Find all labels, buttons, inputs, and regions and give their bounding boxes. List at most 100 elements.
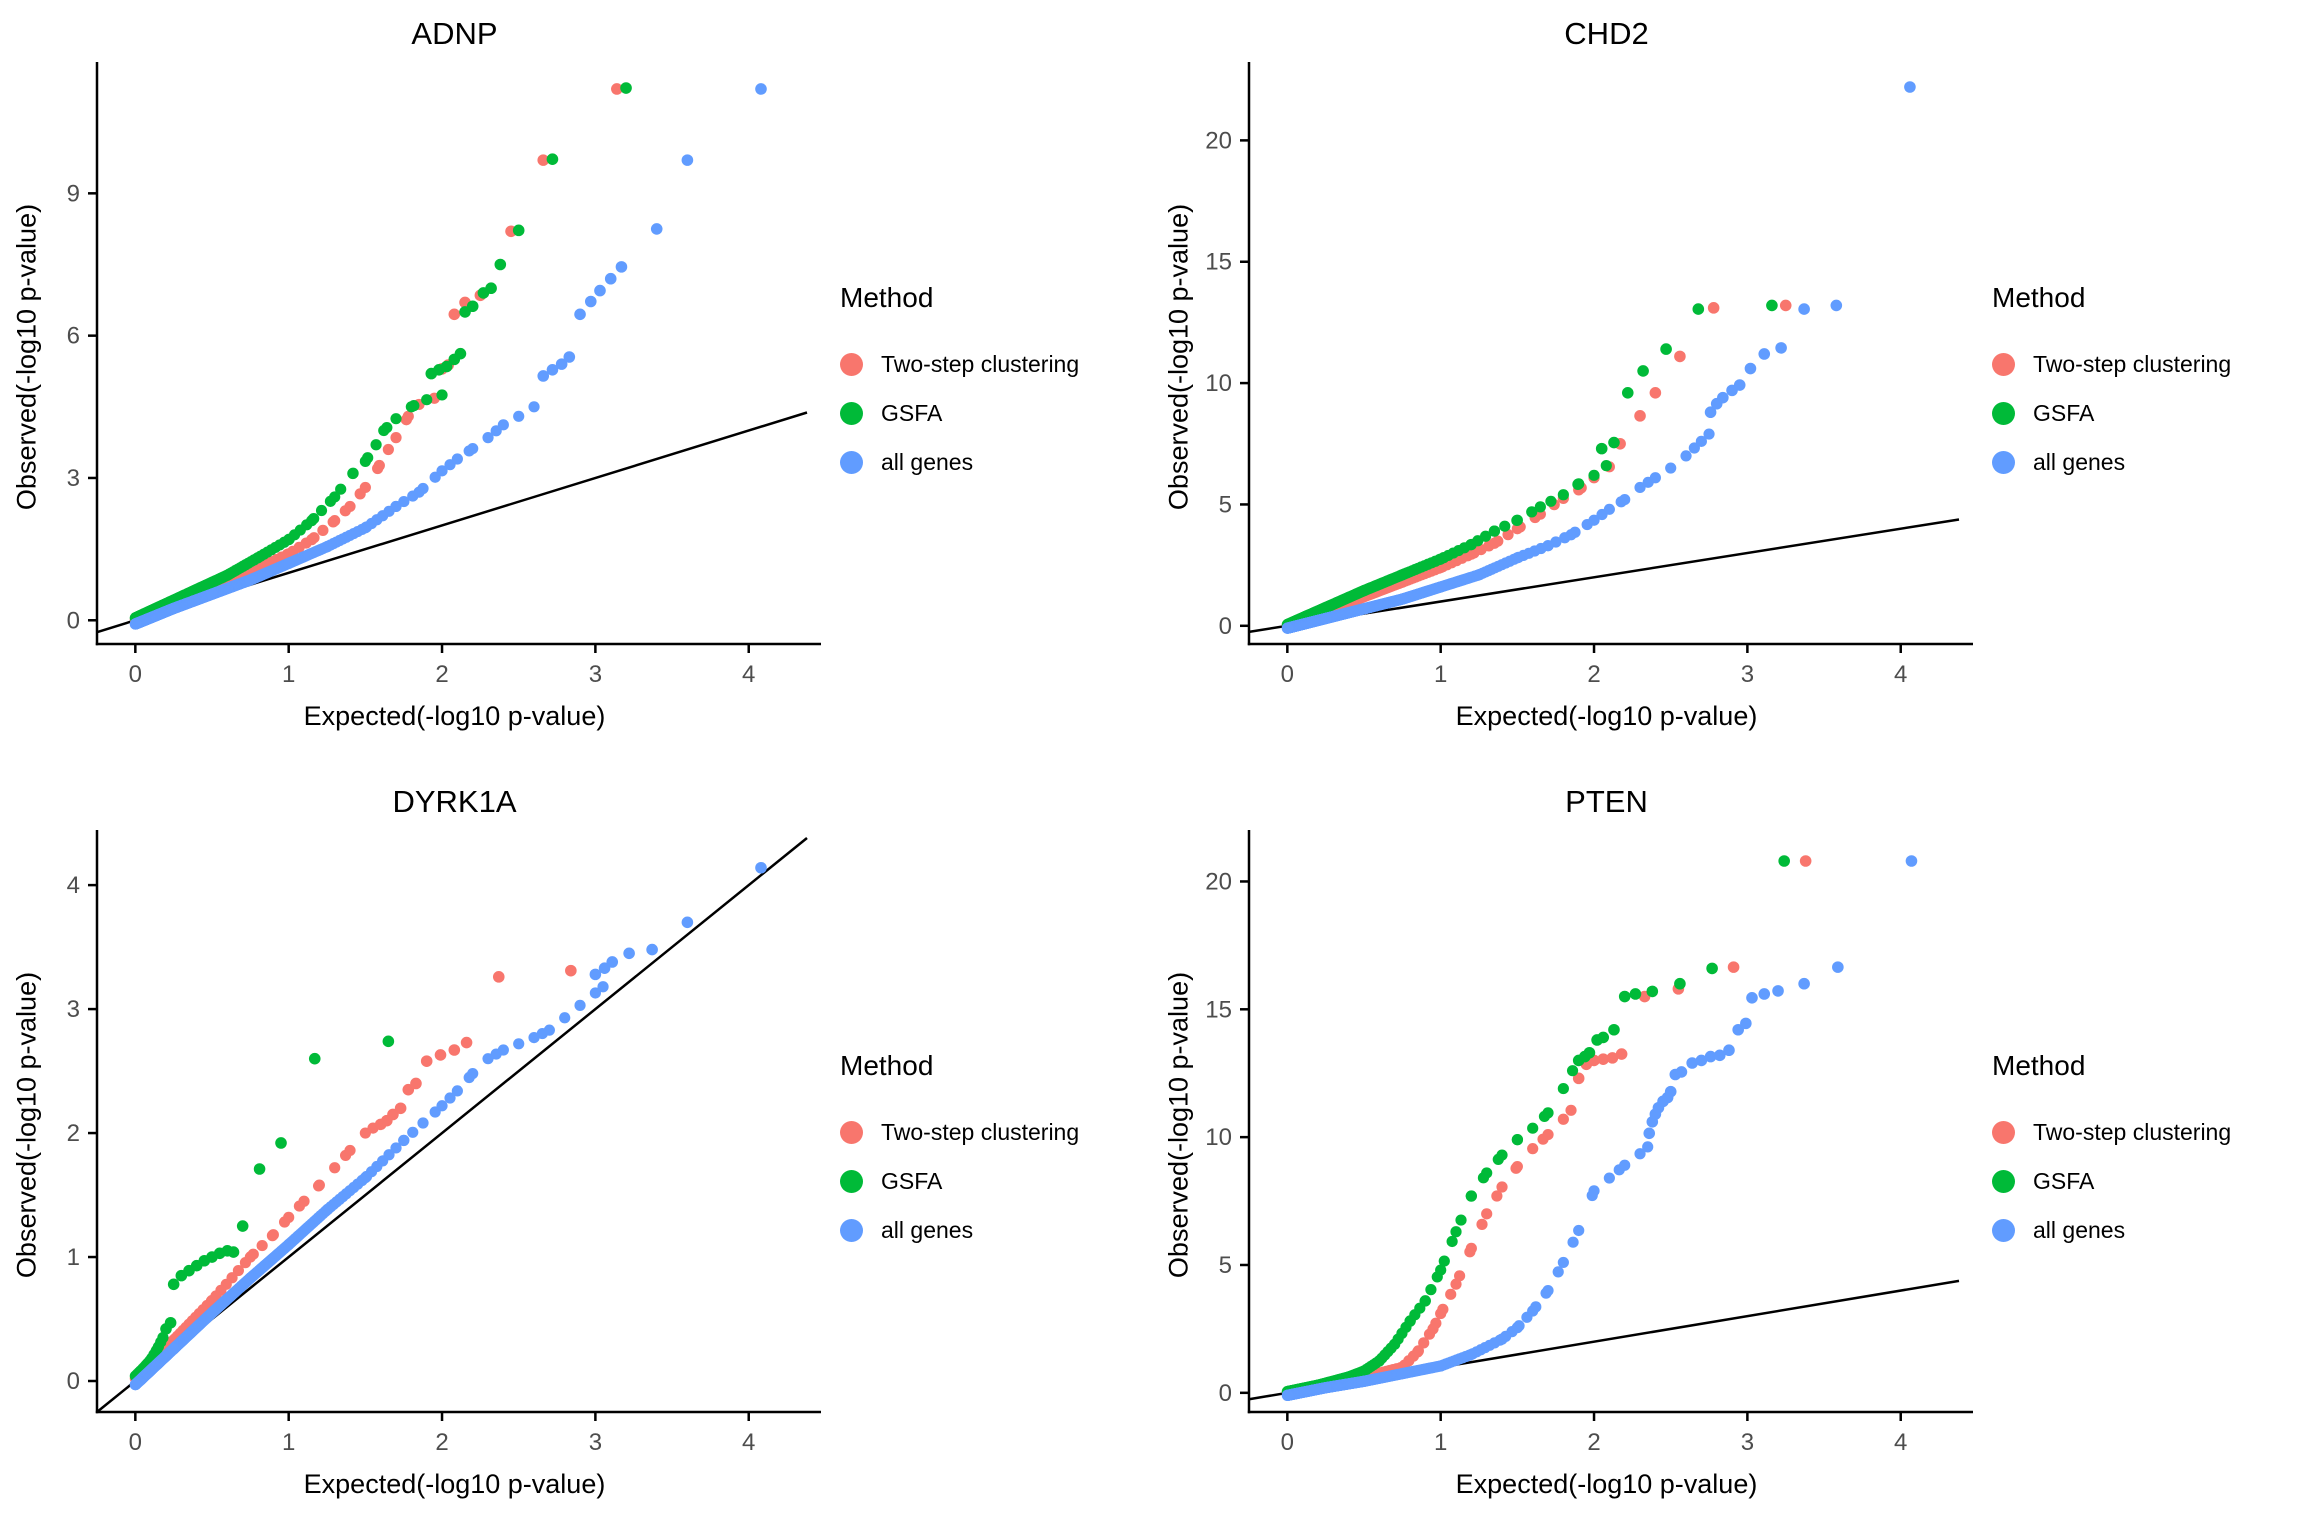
svg-text:0: 0 bbox=[1281, 661, 1294, 688]
svg-text:4: 4 bbox=[67, 872, 80, 899]
svg-text:2: 2 bbox=[1587, 661, 1600, 688]
legend-item-label: all genes bbox=[881, 1216, 974, 1243]
svg-text:2: 2 bbox=[67, 1120, 80, 1147]
legend-item-gsfa: GSFA bbox=[1992, 400, 2286, 427]
legend-item-all-genes: all genes bbox=[1992, 1217, 2286, 1244]
y-axis-label: Observed(-log10 p-value) bbox=[1163, 203, 1194, 511]
legend-method: Method Two-step clustering GSFA all gene… bbox=[824, 768, 1134, 1536]
y-axis-label: Observed(-log10 p-value) bbox=[11, 203, 42, 511]
x-axis-label: Expected(-log10 p-value) bbox=[1455, 701, 1758, 731]
svg-text:20: 20 bbox=[1205, 127, 1232, 154]
svg-text:5: 5 bbox=[1219, 491, 1232, 518]
svg-text:0: 0 bbox=[67, 1368, 80, 1395]
plot-canvas-chd2: 0 1 2 3 4 0 5 10 15 20 bbox=[1205, 62, 1973, 688]
legend-item-label: Two-step clustering bbox=[2033, 350, 2232, 377]
x-axis-label: Expected(-log10 p-value) bbox=[1455, 1469, 1758, 1499]
svg-text:1: 1 bbox=[282, 661, 295, 688]
svg-text:1: 1 bbox=[67, 1244, 80, 1271]
svg-text:9: 9 bbox=[67, 180, 80, 207]
legend-dot-all-genes bbox=[840, 1218, 863, 1242]
svg-text:0: 0 bbox=[129, 1429, 142, 1456]
legend-item-two-step-clustering: Two-step clustering bbox=[1992, 1119, 2286, 1146]
svg-text:4: 4 bbox=[742, 1429, 755, 1456]
svg-text:0: 0 bbox=[67, 607, 80, 634]
plot-canvas-adnp: 0 1 2 3 4 0 3 6 9 bbox=[67, 62, 821, 688]
svg-text:4: 4 bbox=[1894, 661, 1907, 688]
legend-dot-all-genes bbox=[1992, 1218, 2015, 1242]
svg-text:0: 0 bbox=[1281, 1429, 1294, 1456]
plot-title-chd2: CHD2 bbox=[1564, 16, 1649, 51]
x-axis-label: Expected(-log10 p-value) bbox=[303, 1469, 606, 1499]
svg-text:3: 3 bbox=[589, 1429, 602, 1456]
plot-canvas-pten: 0 1 2 3 4 0 5 10 15 20 bbox=[1205, 830, 1973, 1456]
legend-dot-gsfa bbox=[840, 1169, 863, 1193]
legend-title: Method bbox=[1992, 1049, 2086, 1081]
legend-dot-all-genes bbox=[1992, 450, 2015, 474]
svg-text:1: 1 bbox=[1434, 661, 1447, 688]
svg-text:0: 0 bbox=[1219, 613, 1232, 640]
legend-item-label: Two-step clustering bbox=[2033, 1118, 2232, 1145]
legend-item-gsfa: GSFA bbox=[840, 400, 1134, 427]
plot-title-pten: PTEN bbox=[1565, 784, 1648, 819]
svg-text:6: 6 bbox=[67, 323, 80, 350]
legend-item-label: all genes bbox=[2033, 448, 2126, 475]
svg-text:20: 20 bbox=[1205, 868, 1232, 895]
qq-plot-dyrk1a: DYRK1A Observed(-log10 p-value) 0 1 2 3 4 0 1 2… bbox=[0, 768, 824, 1500]
svg-text:1: 1 bbox=[1434, 1429, 1447, 1456]
legend-dot-two-step-clustering bbox=[1992, 1120, 2015, 1144]
svg-text:15: 15 bbox=[1205, 249, 1232, 276]
plot-canvas-dyrk1a: 0 1 2 3 4 0 1 2 3 4 bbox=[67, 830, 821, 1456]
panel-cell-dyrk1a: DYRK1A Observed(-log10 p-value) 0 1 2 3 4 0 1 2… bbox=[0, 768, 1152, 1536]
legend-dot-two-step-clustering bbox=[840, 1120, 863, 1144]
svg-text:3: 3 bbox=[67, 465, 80, 492]
svg-text:3: 3 bbox=[589, 661, 602, 688]
legend-dot-two-step-clustering bbox=[840, 352, 863, 376]
svg-text:4: 4 bbox=[742, 661, 755, 688]
svg-text:3: 3 bbox=[67, 996, 80, 1023]
svg-text:1: 1 bbox=[282, 1429, 295, 1456]
svg-text:0: 0 bbox=[1219, 1380, 1232, 1407]
legend-title: Method bbox=[840, 1049, 934, 1081]
legend-item-gsfa: GSFA bbox=[1992, 1168, 2286, 1195]
svg-text:10: 10 bbox=[1205, 1124, 1232, 1151]
svg-text:10: 10 bbox=[1205, 370, 1232, 397]
legend-dot-two-step-clustering bbox=[1992, 352, 2015, 376]
legend-dot-gsfa bbox=[840, 401, 863, 425]
legend-item-label: Two-step clustering bbox=[881, 350, 1080, 377]
legend-item-label: all genes bbox=[2033, 1216, 2126, 1243]
legend-dot-gsfa bbox=[1992, 401, 2015, 425]
y-axis-label: Observed(-log10 p-value) bbox=[1163, 971, 1194, 1279]
svg-text:3: 3 bbox=[1741, 661, 1754, 688]
legend-dot-gsfa bbox=[1992, 1169, 2015, 1193]
panel-cell-chd2: CHD2 Observed(-log10 p-value) 0 1 2 3 4 0 5 10 1… bbox=[1152, 0, 2304, 768]
legend-item-gsfa: GSFA bbox=[840, 1168, 1134, 1195]
qq-plot-chd2: CHD2 Observed(-log10 p-value) 0 1 2 3 4 0 5 10 1… bbox=[1152, 0, 1976, 732]
x-axis-label: Expected(-log10 p-value) bbox=[303, 701, 606, 731]
plot-title-dyrk1a: DYRK1A bbox=[392, 784, 517, 819]
legend-item-label: GSFA bbox=[2033, 1167, 2095, 1194]
svg-text:3: 3 bbox=[1741, 1429, 1754, 1456]
legend-method: Method Two-step clustering GSFA all gene… bbox=[1976, 768, 2286, 1536]
svg-text:2: 2 bbox=[435, 1429, 448, 1456]
panel-cell-pten: PTEN Observed(-log10 p-value) 0 1 2 3 4 0 5 10 1… bbox=[1152, 768, 2304, 1536]
svg-text:0: 0 bbox=[129, 661, 142, 688]
legend-item-two-step-clustering: Two-step clustering bbox=[840, 1119, 1134, 1146]
qq-plot-pten: PTEN Observed(-log10 p-value) 0 1 2 3 4 0 5 10 1… bbox=[1152, 768, 1976, 1500]
legend-item-all-genes: all genes bbox=[1992, 449, 2286, 476]
legend-item-label: all genes bbox=[881, 448, 974, 475]
svg-text:5: 5 bbox=[1219, 1252, 1232, 1279]
legend-item-two-step-clustering: Two-step clustering bbox=[1992, 351, 2286, 378]
svg-text:2: 2 bbox=[1587, 1429, 1600, 1456]
legend-item-all-genes: all genes bbox=[840, 1217, 1134, 1244]
svg-text:15: 15 bbox=[1205, 996, 1232, 1023]
y-axis-label: Observed(-log10 p-value) bbox=[11, 971, 42, 1279]
legend-method: Method Two-step clustering GSFA all gene… bbox=[1976, 0, 2286, 768]
legend-method: Method Two-step clustering GSFA all gene… bbox=[824, 0, 1134, 768]
svg-text:4: 4 bbox=[1894, 1429, 1907, 1456]
legend-item-label: GSFA bbox=[2033, 399, 2095, 426]
legend-item-label: GSFA bbox=[881, 399, 943, 426]
legend-item-two-step-clustering: Two-step clustering bbox=[840, 351, 1134, 378]
